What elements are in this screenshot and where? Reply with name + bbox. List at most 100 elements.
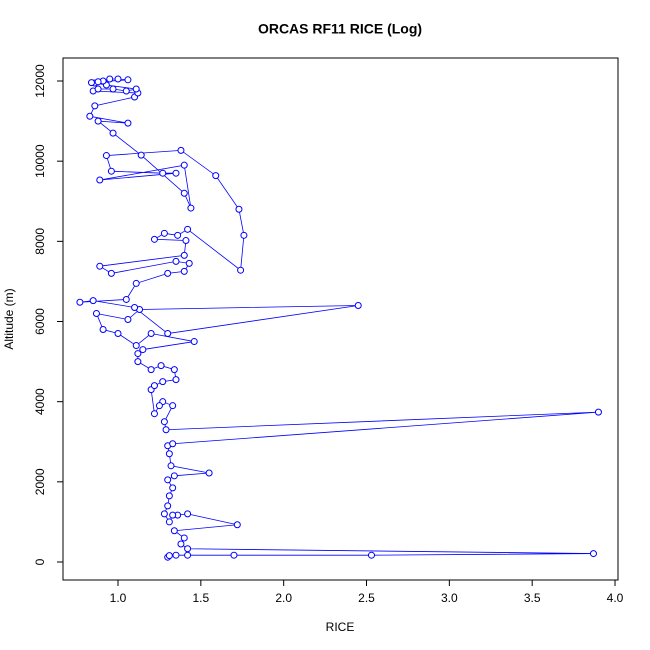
data-point <box>165 552 173 560</box>
y-axis-label: Altitude (m) <box>2 288 16 349</box>
data-point <box>177 146 185 154</box>
data-point <box>99 326 107 334</box>
data-point <box>354 301 362 309</box>
data-point <box>162 426 170 434</box>
data-point <box>167 462 175 470</box>
data-point <box>164 476 172 484</box>
data-point <box>170 366 178 374</box>
data-point <box>169 402 177 410</box>
x-tick-label: 2.5 <box>358 591 375 605</box>
data-point <box>184 551 192 559</box>
y-tick-label: 2000 <box>33 468 47 495</box>
data-point <box>180 267 188 275</box>
data-point <box>114 75 122 83</box>
data-point <box>107 269 115 277</box>
data-point <box>170 472 178 480</box>
data-point <box>132 85 140 93</box>
data-point <box>106 75 114 83</box>
data-point <box>182 237 190 245</box>
data-point <box>159 378 167 386</box>
data-point <box>180 251 188 259</box>
data-point <box>180 161 188 169</box>
y-tick-label: 4000 <box>33 388 47 415</box>
data-point <box>157 362 165 370</box>
data-point <box>139 346 147 354</box>
data-point <box>150 410 158 418</box>
data-point <box>169 511 177 519</box>
data-point <box>165 450 173 458</box>
data-point <box>172 376 180 384</box>
data-point <box>172 257 180 265</box>
x-tick-label: 2.0 <box>275 591 292 605</box>
data-point <box>94 117 102 125</box>
data-point <box>235 205 243 213</box>
x-tick-label: 3.5 <box>524 591 541 605</box>
data-point <box>172 169 180 177</box>
data-point <box>184 545 192 553</box>
chart-title: ORCAS RF11 RICE (Log) <box>258 21 422 37</box>
data-point <box>91 102 99 110</box>
data-point <box>147 366 155 374</box>
data-point <box>205 469 213 477</box>
data-point <box>233 521 241 529</box>
data-point <box>240 231 248 239</box>
data-point <box>89 297 97 305</box>
data-point <box>589 550 597 558</box>
data-point <box>180 534 188 542</box>
data-point <box>190 338 198 346</box>
data-point <box>109 129 117 137</box>
data-point <box>92 309 100 317</box>
data-point <box>177 540 185 548</box>
data-point <box>367 551 375 559</box>
data-point <box>124 76 132 84</box>
data-point <box>184 510 192 518</box>
data-point <box>594 408 602 416</box>
data-point <box>131 303 139 311</box>
y-tick-label: 8000 <box>33 228 47 255</box>
data-point <box>122 87 130 95</box>
data-point <box>172 551 180 559</box>
data-point <box>76 298 84 306</box>
data-point <box>134 350 142 358</box>
x-tick-label: 4.0 <box>607 591 624 605</box>
data-point <box>134 358 142 366</box>
data-point <box>180 189 188 197</box>
y-tick-label: 0 <box>33 558 47 565</box>
data-point <box>164 269 172 277</box>
data-point <box>184 225 192 233</box>
data-point <box>230 551 238 559</box>
data-point <box>124 316 132 324</box>
data-point <box>87 79 95 87</box>
data-point <box>109 85 117 93</box>
data-point <box>160 418 168 426</box>
data-point <box>102 152 110 160</box>
data-point <box>160 229 168 237</box>
data-point <box>185 259 193 267</box>
data-point <box>150 235 158 243</box>
data-point <box>174 231 182 239</box>
data-point <box>150 382 158 390</box>
data-point <box>96 176 104 184</box>
y-tick-label: 12000 <box>33 64 47 98</box>
data-point <box>212 172 220 180</box>
plot-frame <box>62 57 619 581</box>
data-point <box>159 169 167 177</box>
data-point <box>137 151 145 159</box>
data-point <box>187 204 195 212</box>
data-point <box>169 484 177 492</box>
x-axis-label: RICE <box>326 620 355 634</box>
data-point <box>237 266 245 274</box>
data-point <box>107 167 115 175</box>
x-tick-label: 3.0 <box>441 591 458 605</box>
data-point <box>164 502 172 510</box>
x-tick-label: 1.0 <box>110 591 127 605</box>
data-point <box>169 440 177 448</box>
data-point <box>165 492 173 500</box>
data-point <box>132 342 140 350</box>
data-point <box>122 295 130 303</box>
data-point <box>86 112 94 120</box>
data-point <box>114 330 122 338</box>
data-point <box>96 262 104 270</box>
